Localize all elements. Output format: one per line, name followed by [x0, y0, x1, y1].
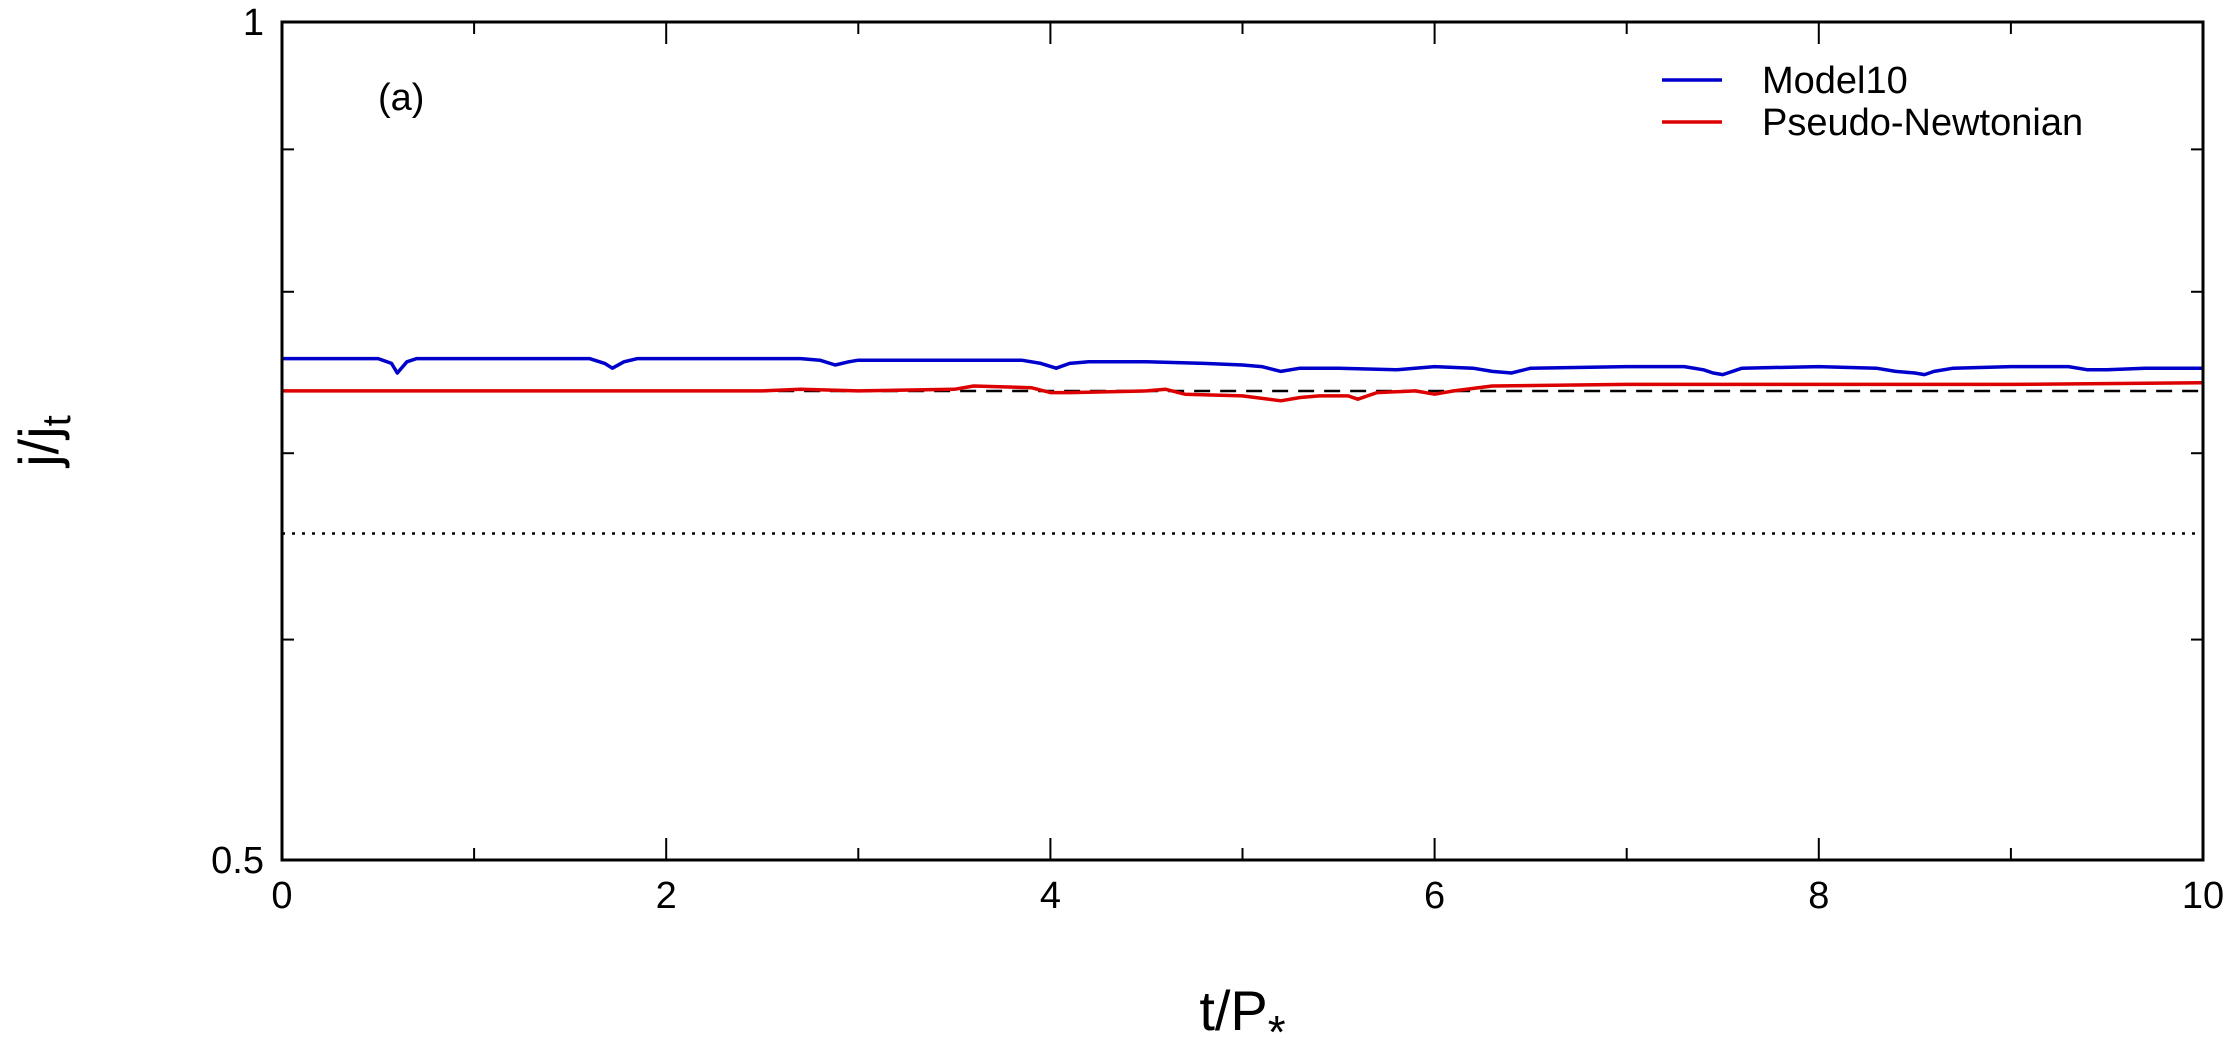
panel-label: (a)	[378, 77, 424, 119]
legend-label: Model10	[1762, 60, 1908, 102]
x-tick-label: 2	[656, 875, 677, 917]
axis-ticks	[281, 21, 2204, 861]
x-axis-label-subscript: *	[1268, 1006, 1286, 1054]
x-tick-label: 10	[2182, 875, 2224, 917]
x-tick-label: 6	[1424, 875, 1445, 917]
y-tick-label: 0.5	[211, 840, 264, 882]
series-line-model10	[282, 356, 2203, 377]
legend-label: Pseudo-Newtonian	[1762, 102, 2083, 144]
x-tick-label: 4	[1040, 875, 1061, 917]
y-axis-label: j/jt	[7, 415, 79, 469]
tick-labels: 0 2 4 6 8 10 1 0.5	[211, 2, 2224, 917]
y-axis-label-main: j/j	[7, 426, 70, 468]
series-line-pseudo-newtonian	[282, 381, 2204, 403]
x-axis-label-main: t/P	[1199, 979, 1267, 1042]
series-lines	[282, 356, 2204, 403]
plot-frame	[280, 20, 2205, 862]
x-tick-label: 8	[1808, 875, 1829, 917]
x-axis-label: t/P*	[1199, 979, 1285, 1054]
x-tick-label: 0	[271, 875, 292, 917]
y-axis-label-subscript: t	[35, 415, 79, 426]
reference-lines	[282, 389, 2203, 535]
y-tick-label: 1	[243, 2, 264, 44]
